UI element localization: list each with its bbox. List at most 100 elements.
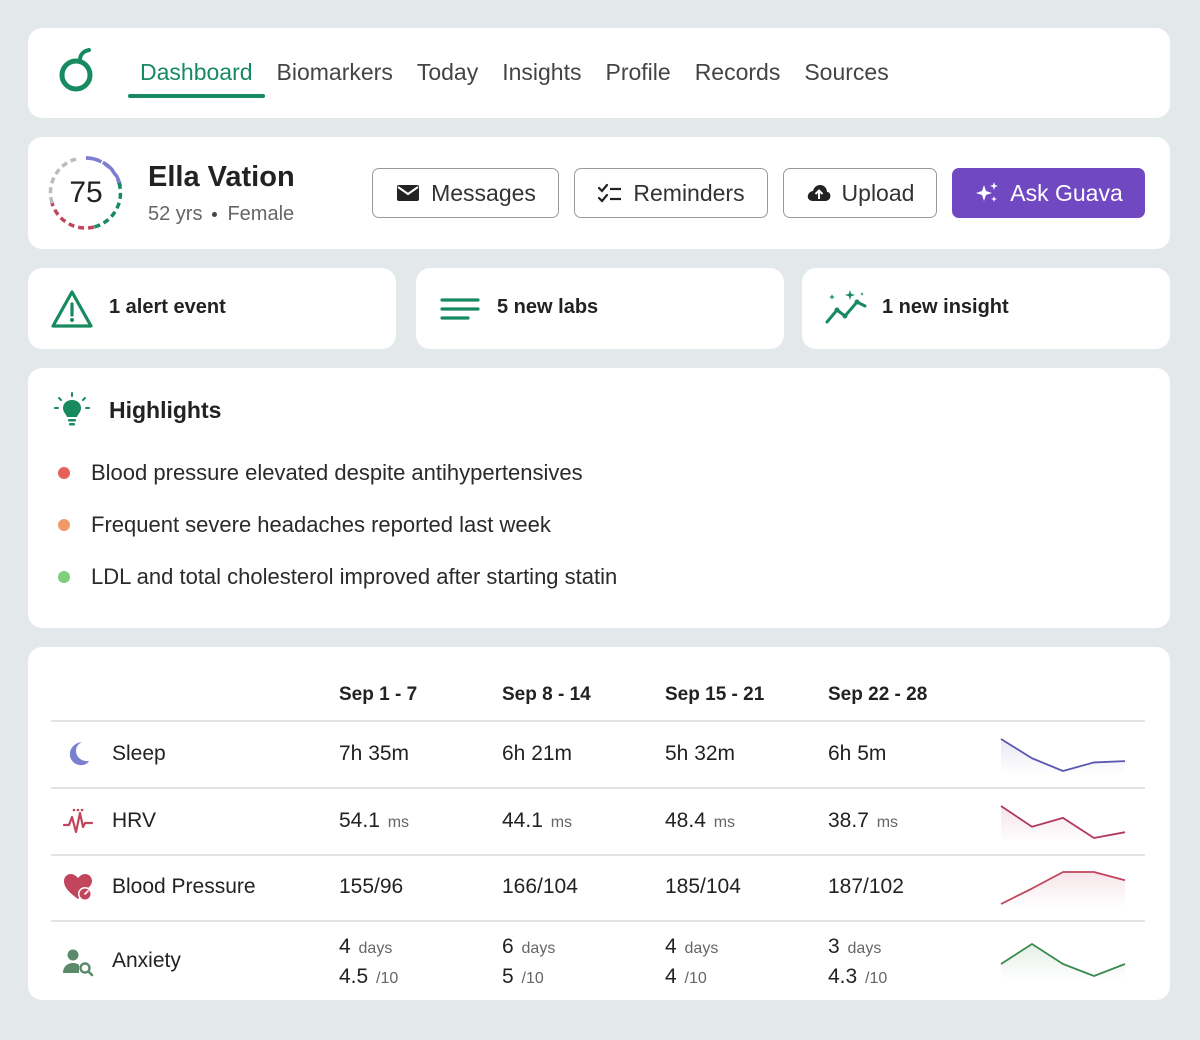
new-insight-label: 1 new insight [882,296,1009,318]
row-label-blood-pressure: Blood Pressure [112,875,256,898]
anxiety-score-week-2: 5 /10 [502,965,544,989]
highlight-text: LDL and total cholesterol improved after… [91,564,618,589]
ask-guava-label: Ask Guava [1010,179,1123,206]
anxiety-score-week-1: 4.5 /10 [339,965,398,989]
sparkline-area [1001,806,1125,842]
tab-biomarkers[interactable]: Biomarkers [276,59,393,85]
alert-events-label: 1 alert event [109,296,226,318]
days-unit: days [521,940,556,957]
tab-records[interactable]: Records [694,59,781,85]
health-score: 75 [69,176,103,209]
score-unit: /10 [684,970,707,987]
anxiety-days-week-1: 4 days [339,935,392,959]
sparkline-area [1001,739,1125,775]
messages-button[interactable]: Messages [372,168,559,218]
patient-sex: Female [227,203,295,225]
anxiety-score: 4 [665,965,677,988]
warning-triangle-icon [51,290,93,328]
anxiety-days-week-3: 4 days [665,935,718,959]
sleep-sparkline [1000,738,1126,775]
highlight-text: Frequent severe headaches reported last … [91,512,551,537]
anxiety-score-week-3: 4 /10 [665,965,707,989]
hrv-value: 54.1 [339,809,380,832]
hrv-value: 48.4 [665,809,706,832]
alert-events-card[interactable]: 1 alert event [28,268,396,349]
highlight-item: LDL and total cholesterol improved after… [58,564,617,590]
new-labs-card[interactable]: 5 new labs [416,268,784,349]
upload-button[interactable]: Upload [783,168,937,218]
sleep-week-4: 6h 5m [828,742,887,765]
anxiety-score: 4.3 [828,965,858,988]
anxiety-sparkline [1000,943,1126,980]
new-insight-card[interactable]: 1 new insight [802,268,1170,349]
hrv-unit: ms [876,814,899,831]
anxiety-days-week-4: 3 days [828,935,881,959]
tab-insights[interactable]: Insights [502,59,582,85]
row-label-anxiety: Anxiety [112,949,181,972]
reminders-label: Reminders [633,179,745,206]
bp-week-3: 185/104 [665,875,741,898]
column-header-week-2: Sep 8 - 14 [502,684,591,705]
sleep-week-2: 6h 21m [502,742,573,765]
anxiety-score-week-4: 4.3 /10 [828,965,887,989]
sparkline-line [1000,738,1126,772]
highlights-title: Highlights [109,397,222,423]
new-labs-label: 5 new labs [497,296,599,318]
patient-name: Ella Vation [148,161,295,193]
top-nav: Dashboard Biomarkers Today Insights Prof… [28,28,1170,118]
anxiety-score: 5 [502,965,514,988]
hrv-value: 38.7 [828,809,869,832]
anxiety-days: 6 [502,935,514,958]
score-unit: /10 [865,970,888,987]
anxiety-days: 3 [828,935,840,958]
cloud-upload-icon [807,185,830,201]
guava-logo-icon[interactable] [58,48,98,94]
bullet-green-icon [58,571,70,583]
tab-today[interactable]: Today [416,59,479,85]
upload-label: Upload [841,179,915,206]
separator-dot [212,212,218,217]
row-divider [51,920,1145,922]
sleep-week-3: 5h 32m [665,742,736,765]
row-divider [51,720,1145,722]
tab-sources[interactable]: Sources [804,59,889,85]
score-unit: /10 [376,970,399,987]
highlight-item: Frequent severe headaches reported last … [58,512,551,538]
bp-week-1: 155/96 [339,875,404,898]
anxiety-days-week-2: 6 days [502,935,555,959]
hrv-week-2: 44.1 ms [502,809,572,833]
reminders-button[interactable]: Reminders [574,168,768,218]
hrv-unit: ms [387,814,410,831]
sparkline-line [1000,871,1126,905]
bp-week-4: 187/102 [828,875,904,898]
highlight-text: Blood pressure elevated despite antihype… [91,460,583,485]
sparkline-line [1000,943,1126,977]
sparkles-icon [976,182,999,202]
tab-profile[interactable]: Profile [605,59,671,85]
anxiety-days: 4 [339,935,351,958]
highlights-card: Highlights Blood pressure elevated despi… [28,368,1170,628]
row-divider [51,787,1145,789]
hrv-week-4: 38.7 ms [828,809,898,833]
anxiety-score: 4.5 [339,965,369,988]
sparkline-line [1000,805,1126,839]
sparkline-area [1001,872,1125,908]
column-header-week-4: Sep 22 - 28 [828,684,928,705]
score-unit: /10 [521,970,544,987]
hrv-value: 44.1 [502,809,543,832]
moon-icon [69,742,89,766]
hrv-sparkline [1000,805,1126,842]
hrv-unit: ms [713,814,736,831]
anxiety-days: 4 [665,935,677,958]
heart-rate-variability-icon [62,808,94,834]
row-label-sleep: Sleep [112,742,166,765]
bp-week-2: 166/104 [502,875,578,898]
checklist-icon [598,183,622,203]
person-search-icon [63,949,94,977]
patient-header: 75 Ella Vation 52 yrs Female Messages Re… [28,137,1170,249]
ask-guava-button[interactable]: Ask Guava [952,168,1145,218]
tab-dashboard[interactable]: Dashboard [128,28,265,118]
bullet-red-icon [58,467,70,479]
messages-label: Messages [431,179,536,206]
bullet-orange-icon [58,519,70,531]
